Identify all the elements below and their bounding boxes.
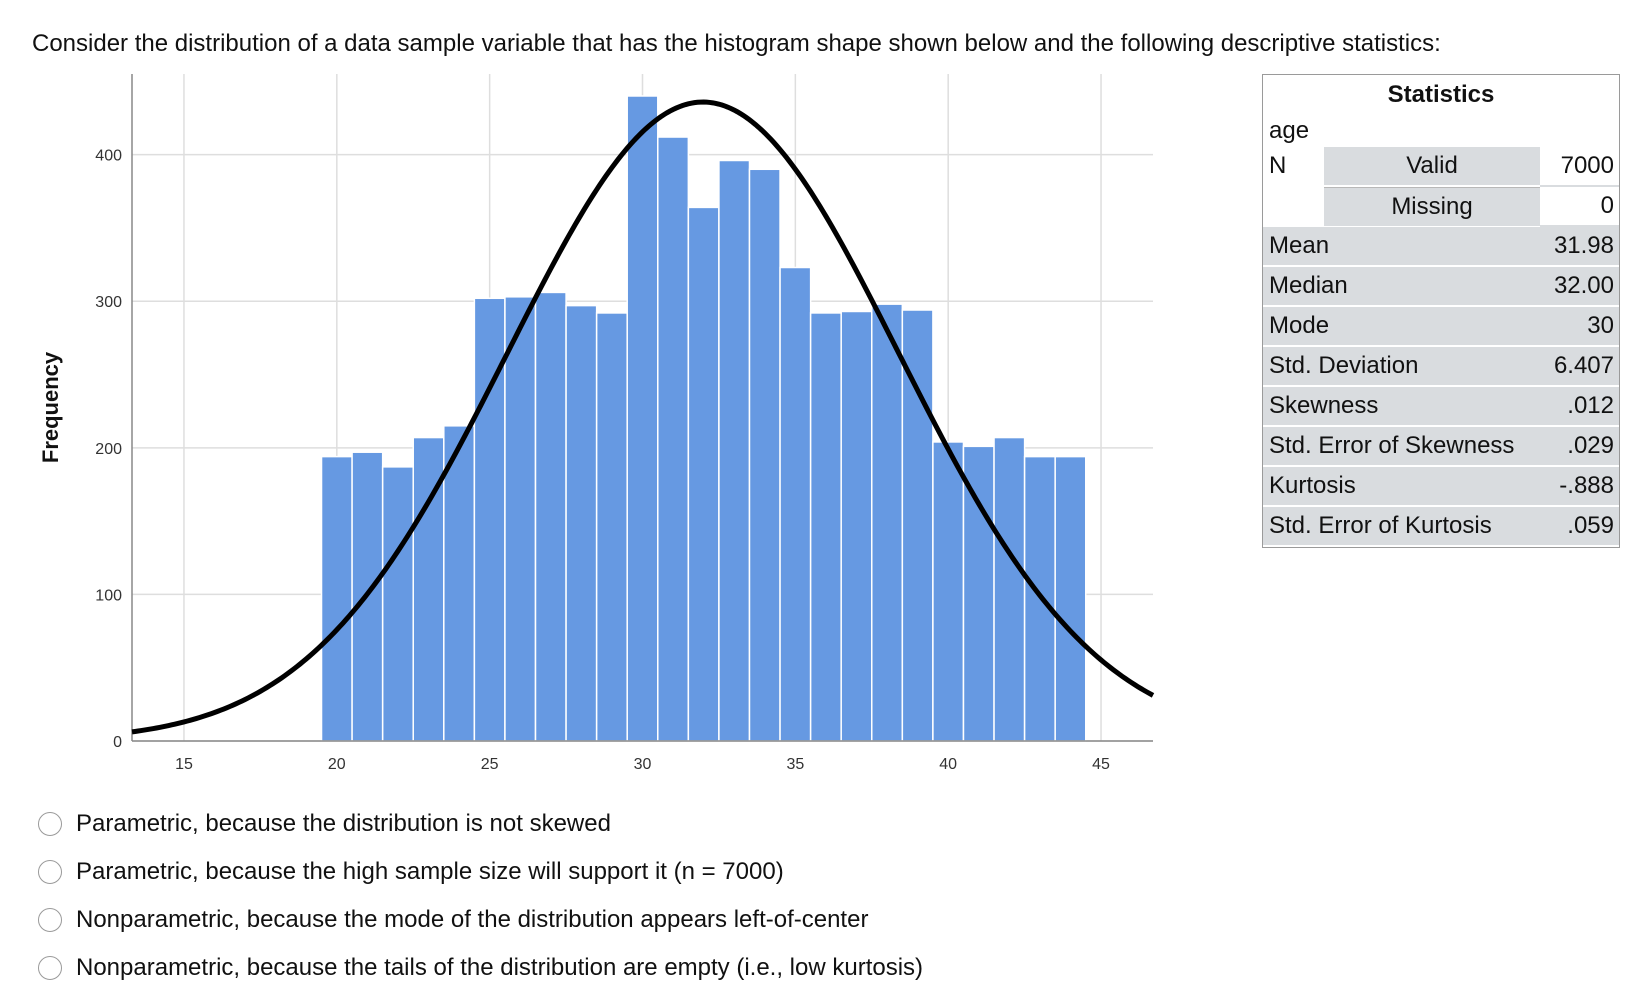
x-tick-label: 15	[175, 756, 193, 773]
histogram-bar	[932, 441, 965, 742]
histogram-bar	[657, 136, 690, 742]
stats-row: Skewness .012	[1263, 387, 1619, 427]
histogram-bar	[565, 304, 598, 742]
question-text: Consider the distribution of a data samp…	[32, 30, 1441, 57]
histogram-bar	[504, 296, 537, 742]
histogram-chart: 15 20 25 30 35 40 45 0 100 200 300 400 Frequency	[38, 74, 1155, 773]
answer-option-3[interactable]: Nonparametric, because the mode of the d…	[38, 896, 923, 944]
radio-button[interactable]	[38, 812, 62, 836]
stats-row: Std. Deviation 6.407	[1263, 347, 1619, 387]
y-tick-label: 100	[95, 587, 122, 604]
histogram-bar	[993, 436, 1026, 742]
radio-button[interactable]	[38, 860, 62, 884]
histogram-bar	[595, 312, 628, 742]
stat-value: 32.00	[1540, 267, 1619, 307]
stats-row: Mean 31.98	[1263, 227, 1619, 267]
histogram-bar	[381, 466, 414, 742]
histogram-bar	[626, 95, 659, 742]
stat-value: .012	[1540, 387, 1619, 427]
histogram-bar	[718, 159, 751, 742]
stat-label: Std. Deviation	[1263, 347, 1540, 387]
histogram-bar	[748, 168, 781, 742]
y-tick-label: 400	[95, 148, 122, 165]
stats-row-valid: N Valid 7000	[1263, 147, 1619, 187]
histogram-bar	[962, 445, 995, 742]
valid-label: Valid	[1324, 147, 1540, 187]
stat-value: -.888	[1540, 467, 1619, 507]
radio-button[interactable]	[38, 908, 62, 932]
statistics-table: Statistics age N Valid 7000 Missing 0 Me…	[1262, 74, 1620, 548]
x-tick-label: 25	[481, 756, 499, 773]
normal-curve	[131, 99, 1155, 735]
answer-options: Parametric, because the distribution is …	[38, 800, 923, 992]
histogram-bar	[1054, 455, 1087, 742]
stat-value: .029	[1540, 427, 1619, 467]
stat-label: Skewness	[1263, 387, 1540, 427]
stats-row-missing: Missing 0	[1263, 186, 1619, 228]
x-tick-label: 40	[939, 756, 957, 773]
histogram-bar	[534, 291, 567, 742]
y-tick-label: 200	[95, 441, 122, 458]
stat-label: Std. Error of Kurtosis	[1263, 507, 1540, 547]
option-label: Nonparametric, because the mode of the d…	[76, 906, 869, 933]
stat-value: 30	[1540, 307, 1619, 347]
histogram-bar	[687, 206, 720, 742]
answer-option-4[interactable]: Nonparametric, because the tails of the …	[38, 944, 923, 992]
stat-label: Std. Error of Skewness	[1263, 427, 1540, 467]
x-tick-label: 45	[1092, 756, 1110, 773]
x-tick-label: 20	[328, 756, 346, 773]
histogram-bar	[809, 312, 842, 742]
y-tick-label: 0	[113, 734, 122, 751]
stat-label: Mean	[1263, 227, 1540, 267]
stat-value: 31.98	[1540, 227, 1619, 267]
stat-value: .059	[1540, 507, 1619, 547]
statistics-title: Statistics	[1387, 81, 1495, 108]
option-label: Parametric, because the high sample size…	[76, 858, 784, 885]
histogram-bar	[840, 310, 873, 742]
stats-row: Median 32.00	[1263, 267, 1619, 307]
histogram-bar	[443, 425, 476, 742]
missing-value: 0	[1540, 187, 1619, 227]
missing-label: Missing	[1324, 186, 1540, 228]
y-axis-title: Frequency	[38, 351, 63, 463]
option-label: Parametric, because the distribution is …	[76, 810, 611, 837]
histogram-bar	[871, 303, 904, 742]
valid-value: 7000	[1540, 147, 1619, 187]
option-label: Nonparametric, because the tails of the …	[76, 954, 924, 981]
answer-option-2[interactable]: Parametric, because the high sample size…	[38, 848, 923, 896]
histogram-bar	[779, 266, 812, 742]
x-tick-label: 30	[634, 756, 652, 773]
variable-name: age	[1269, 117, 1310, 144]
x-tick-label: 35	[786, 756, 804, 773]
stat-value: 6.407	[1540, 347, 1619, 387]
answer-option-1[interactable]: Parametric, because the distribution is …	[38, 800, 923, 848]
stat-label: Kurtosis	[1263, 467, 1540, 507]
stat-label: Mode	[1263, 307, 1540, 347]
stats-row: Std. Error of Kurtosis .059	[1263, 507, 1619, 547]
stats-row: Std. Error of Skewness .029	[1263, 427, 1619, 467]
y-tick-label: 300	[95, 294, 122, 311]
histogram-bar	[901, 309, 934, 742]
histogram-bar	[320, 455, 353, 742]
stat-label: Median	[1263, 267, 1540, 307]
stats-row: Mode 30	[1263, 307, 1619, 347]
n-label: N	[1263, 147, 1324, 187]
stats-row: Kurtosis -.888	[1263, 467, 1619, 507]
radio-button[interactable]	[38, 956, 62, 980]
